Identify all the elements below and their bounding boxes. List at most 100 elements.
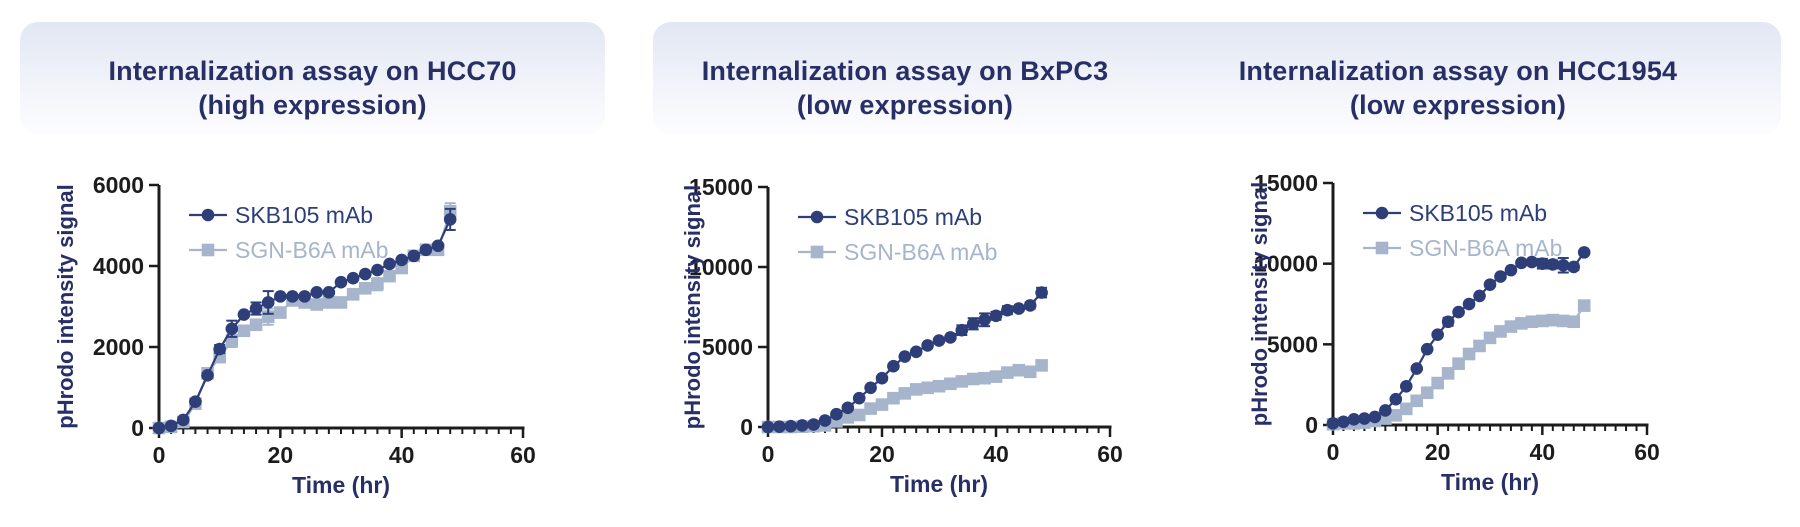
chart-title-line1: Internalization assay on BxPC3 bbox=[701, 56, 1109, 86]
data-point-square bbox=[1410, 394, 1424, 408]
data-point-circle bbox=[1473, 289, 1486, 303]
data-point-square bbox=[1001, 366, 1014, 379]
data-point-circle bbox=[1326, 417, 1340, 430]
data-point-circle bbox=[443, 213, 457, 226]
y-tick-label: 2000 bbox=[93, 334, 144, 360]
data-point-circle bbox=[383, 257, 396, 271]
data-point-square bbox=[1399, 402, 1413, 416]
data-point-circle bbox=[1577, 246, 1591, 259]
data-point-circle bbox=[761, 420, 775, 434]
data-point-square bbox=[1494, 325, 1507, 338]
data-point-circle bbox=[1023, 299, 1037, 312]
data-point-square bbox=[932, 379, 946, 393]
chart-1: 0 5000 10000 15000 0 20 40 60 pHrodo intensity s… bbox=[680, 174, 1123, 497]
data-point-square bbox=[1012, 363, 1026, 377]
data-point-circle bbox=[189, 395, 202, 408]
data-point-circle bbox=[978, 313, 991, 327]
x-tick-label: 60 bbox=[1097, 441, 1123, 467]
data-point-circle bbox=[419, 243, 433, 257]
data-point-circle bbox=[1536, 257, 1549, 270]
series-skb105-mab bbox=[761, 286, 1048, 434]
data-point-circle bbox=[1358, 412, 1371, 425]
chart-title-hcc70: Internalization assay on HCC70 (high exp… bbox=[40, 54, 585, 122]
y-tick-label: 6000 bbox=[93, 172, 144, 198]
data-point-circle bbox=[310, 286, 324, 299]
data-point-circle bbox=[864, 381, 877, 395]
legend-label: SGN-B6A mAb bbox=[235, 237, 388, 263]
data-point-square bbox=[1023, 365, 1037, 379]
data-point-square bbox=[898, 387, 912, 400]
data-point-square bbox=[1462, 347, 1476, 361]
x-tick-label: 0 bbox=[1327, 439, 1340, 465]
data-point-circle bbox=[887, 359, 900, 373]
data-point-square bbox=[989, 370, 1003, 383]
series-skb105-mab bbox=[152, 207, 457, 435]
chart-2: 0 5000 10000 15000 0 20 40 60 pHrodo intensity s… bbox=[1247, 170, 1660, 495]
data-point-circle bbox=[1567, 260, 1581, 274]
data-point-square bbox=[1577, 299, 1591, 312]
data-point-circle bbox=[213, 342, 226, 356]
data-point-circle bbox=[1441, 315, 1455, 329]
legend-label: SKB105 mAb bbox=[844, 204, 982, 230]
data-point-circle bbox=[841, 401, 855, 415]
data-point-square bbox=[371, 277, 384, 291]
x-axis-label: Time (hr) bbox=[890, 471, 988, 497]
legend: SKB105 mAb SGN-B6A mAb bbox=[1363, 200, 1562, 261]
y-tick-label: 5000 bbox=[702, 334, 753, 360]
data-point-circle bbox=[261, 296, 275, 309]
data-point-circle bbox=[944, 331, 957, 344]
data-point-circle bbox=[1001, 303, 1014, 317]
x-axis-label: Time (hr) bbox=[292, 472, 390, 498]
data-point-square bbox=[978, 371, 991, 385]
data-point-circle bbox=[1410, 362, 1424, 375]
x-tick-label: 60 bbox=[1634, 439, 1660, 465]
y-tick-label: 0 bbox=[740, 414, 753, 440]
data-point-square bbox=[944, 377, 957, 391]
y-tick-label: 15000 bbox=[689, 174, 753, 200]
data-point-square bbox=[887, 391, 900, 405]
data-point-square bbox=[1441, 367, 1455, 380]
y-axis-label: pHrodo intensity signal bbox=[53, 184, 78, 428]
data-point-square bbox=[921, 381, 934, 395]
data-point-square bbox=[955, 375, 969, 388]
data-point-square bbox=[1420, 386, 1434, 400]
data-point-circle bbox=[1515, 256, 1528, 270]
data-point-circle bbox=[1431, 328, 1444, 341]
data-point-square bbox=[1536, 314, 1549, 328]
data-point-circle bbox=[334, 275, 348, 289]
chart-title-bxpc3: Internalization assay on BxPC3 (low expr… bbox=[645, 54, 1165, 122]
x-tick-label: 0 bbox=[762, 441, 775, 467]
y-tick-label: 10000 bbox=[689, 254, 753, 280]
data-point-circle bbox=[1525, 255, 1539, 269]
data-point-square bbox=[322, 296, 336, 309]
y-axis-label: pHrodo intensity signal bbox=[680, 185, 705, 429]
header-box-low-expression-group bbox=[653, 22, 1781, 134]
data-point-circle bbox=[966, 317, 980, 331]
data-point-square bbox=[1515, 317, 1528, 330]
data-point-circle bbox=[784, 419, 798, 433]
chart-title-line1: Internalization assay on HCC70 bbox=[108, 56, 517, 86]
data-point-circle bbox=[431, 239, 445, 253]
data-point-square bbox=[1389, 409, 1403, 422]
data-point-circle bbox=[1379, 404, 1392, 417]
data-point-square bbox=[1567, 315, 1581, 329]
legend-marker-circle bbox=[201, 208, 215, 222]
chart-0: 0 2000 4000 6000 0 20 40 60 pHrodo intensity sig… bbox=[53, 172, 536, 498]
series-sgn-b6a-mab bbox=[1326, 299, 1591, 431]
legend-marker-circle bbox=[810, 210, 824, 224]
data-point-circle bbox=[201, 369, 214, 382]
y-tick-label: 0 bbox=[131, 415, 144, 441]
data-point-circle bbox=[1556, 258, 1570, 272]
data-point-circle bbox=[1483, 278, 1497, 291]
data-point-circle bbox=[237, 308, 251, 321]
data-point-square bbox=[875, 398, 889, 411]
data-point-square bbox=[358, 281, 372, 295]
axes: 0 5000 10000 15000 0 20 40 60 bbox=[689, 174, 1123, 467]
x-tick-label: 40 bbox=[983, 441, 1009, 467]
data-point-circle bbox=[1347, 413, 1361, 426]
data-point-circle bbox=[407, 249, 421, 263]
data-point-circle bbox=[1035, 286, 1048, 299]
data-point-circle bbox=[807, 418, 820, 431]
x-tick-label: 60 bbox=[510, 442, 536, 468]
